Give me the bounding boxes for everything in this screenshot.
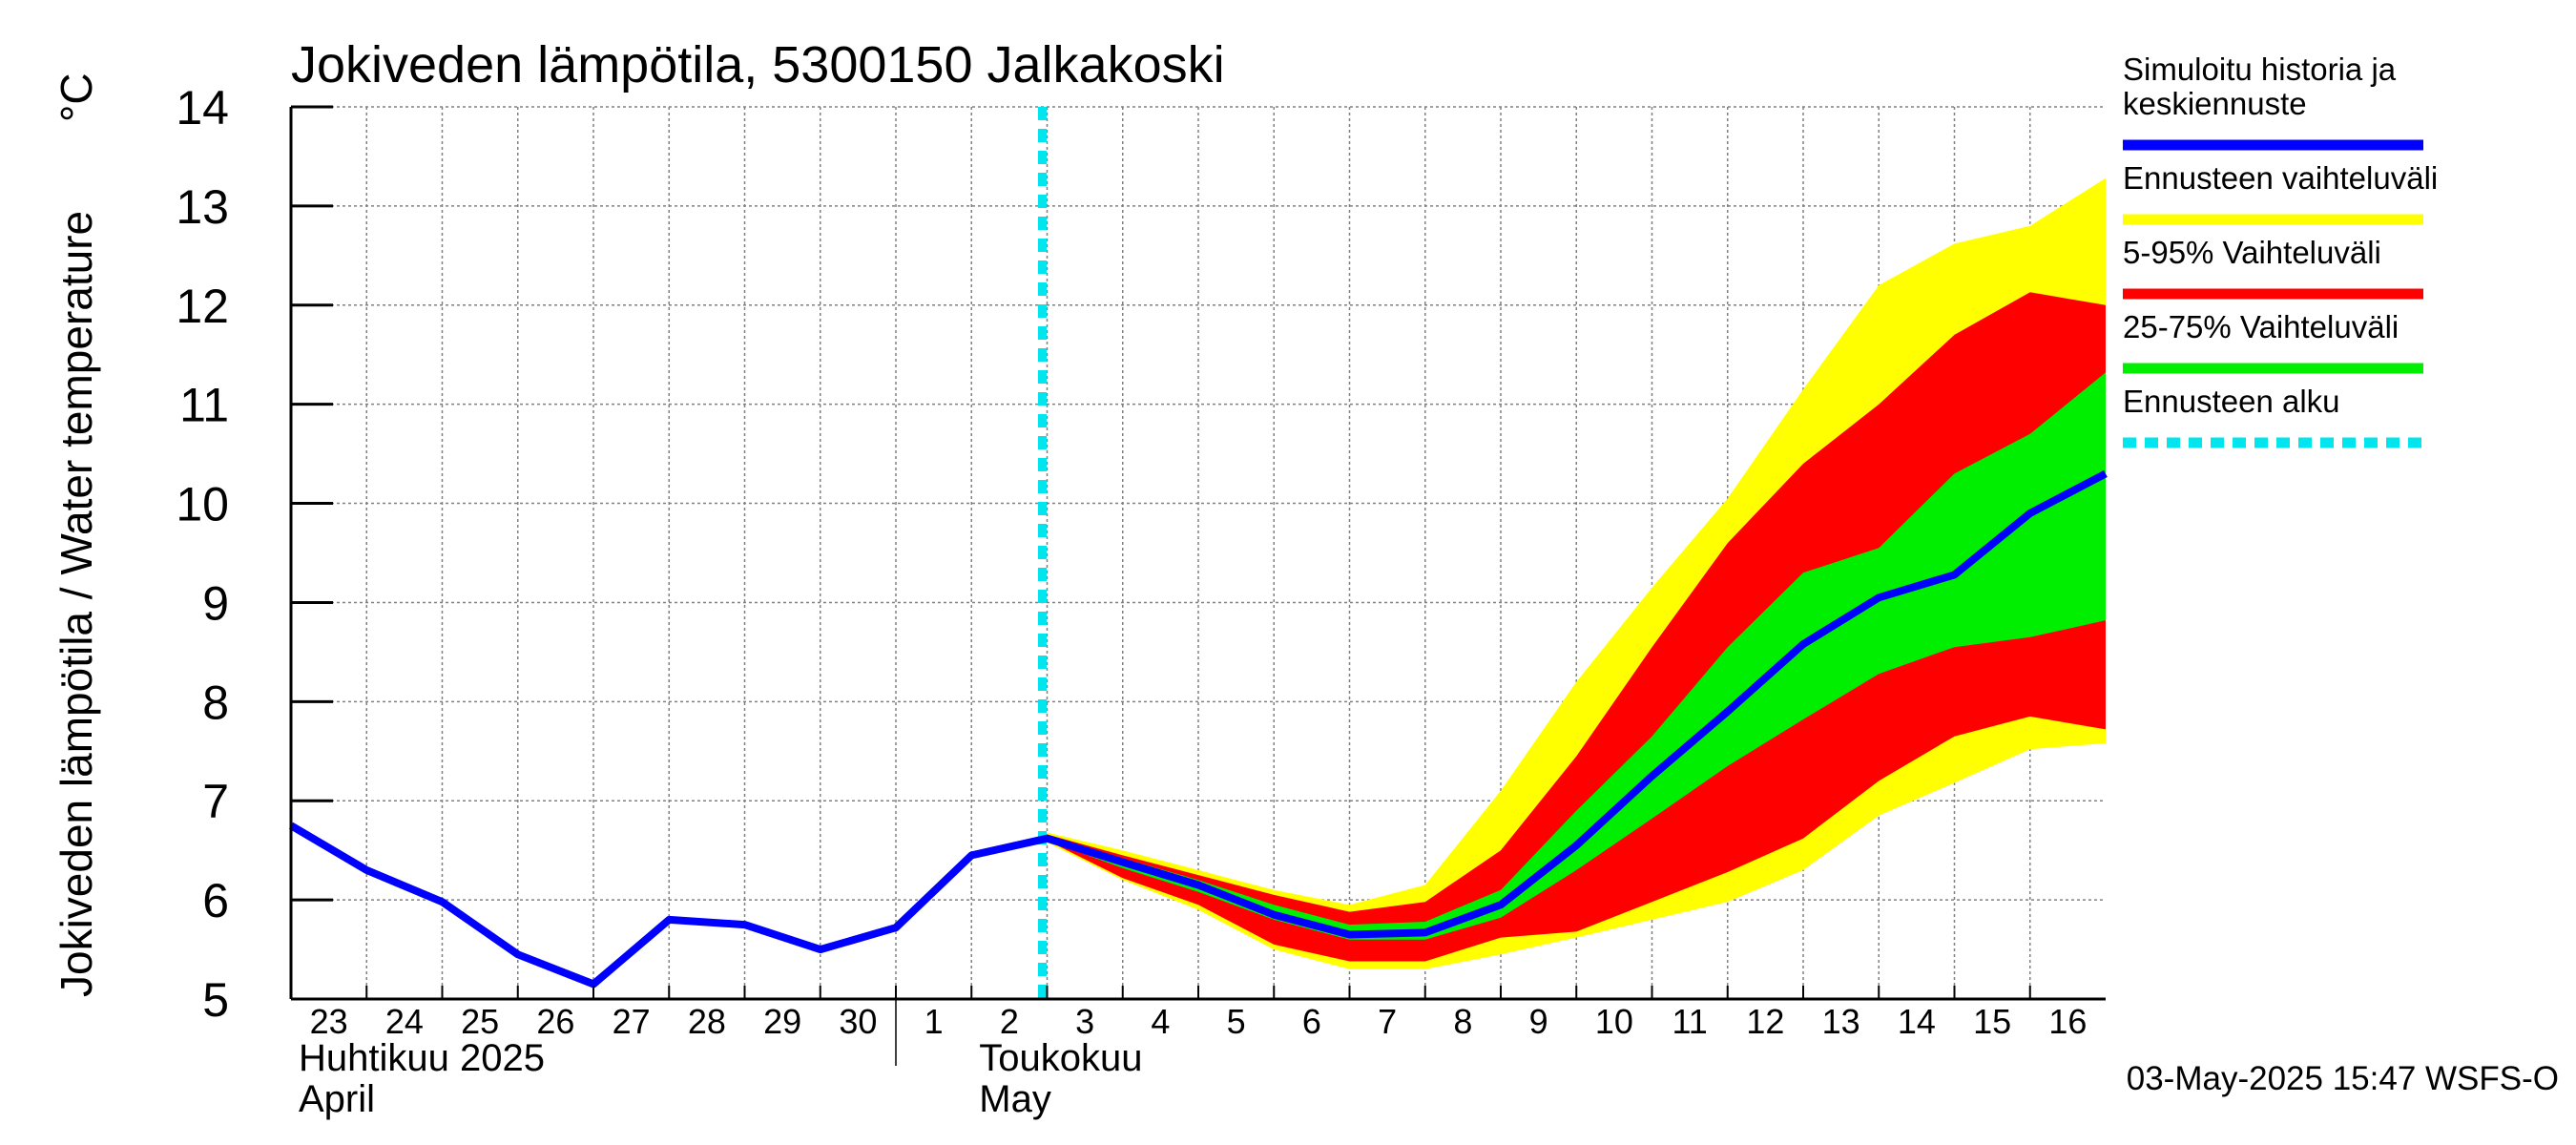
x-tick-label: 26 bbox=[536, 1002, 574, 1041]
chart-title: Jokiveden lämpötila, 5300150 Jalkakoski bbox=[291, 36, 1225, 94]
y-tick-label: 13 bbox=[176, 180, 229, 234]
x-tick-label: 7 bbox=[1378, 1002, 1397, 1041]
x-tick-label: 2 bbox=[1000, 1002, 1019, 1041]
y-tick-label: 6 bbox=[202, 874, 229, 927]
y-tick-label: 10 bbox=[176, 478, 229, 531]
median-group bbox=[288, 469, 2108, 989]
y-tick-label: 12 bbox=[176, 280, 229, 333]
x-tick-label: 16 bbox=[2048, 1002, 2087, 1041]
x-tick-label: 6 bbox=[1302, 1002, 1321, 1041]
y-tick-label: 9 bbox=[202, 576, 229, 630]
x-tick-label: 1 bbox=[924, 1002, 944, 1041]
median-line bbox=[288, 469, 2108, 989]
x-tick-label: 12 bbox=[1746, 1002, 1784, 1041]
x-tick-label: 23 bbox=[310, 1002, 348, 1041]
x-tick-label: 10 bbox=[1595, 1002, 1633, 1041]
x-ticks: 23 24 25 26 27 28 29 30 1 2 3 4 5 6 7 8 9 10 11 12 13 14 15 16 bbox=[290, 986, 2087, 1066]
x-tick-label: 5 bbox=[1227, 1002, 1246, 1041]
x-tick-label: 27 bbox=[613, 1002, 651, 1041]
x-tick-label: 4 bbox=[1151, 1002, 1170, 1041]
month-label: Toukokuu bbox=[979, 1037, 1142, 1079]
x-tick-label: 9 bbox=[1529, 1002, 1548, 1041]
x-tick-label: 29 bbox=[763, 1002, 801, 1041]
month-label-en: May bbox=[979, 1078, 1051, 1120]
x-tick-label: 3 bbox=[1075, 1002, 1094, 1041]
x-tick-label: 11 bbox=[1672, 1002, 1707, 1041]
x-tick-label: 13 bbox=[1822, 1002, 1860, 1041]
x-tick-label: 14 bbox=[1898, 1002, 1936, 1041]
legend-label: Ennusteen vaihteluväli bbox=[2123, 160, 2438, 196]
x-tick-label: 25 bbox=[461, 1002, 499, 1041]
legend-label: 25-75% Vaihteluväli bbox=[2123, 309, 2399, 344]
y-tick-label: 7 bbox=[202, 775, 229, 828]
legend-label: 5-95% Vaihteluväli bbox=[2123, 235, 2381, 270]
month-label-en: April bbox=[299, 1078, 375, 1120]
band-25-75 bbox=[1047, 372, 2106, 940]
y-tick-label: 8 bbox=[202, 676, 229, 729]
x-tick-label: 15 bbox=[1973, 1002, 2011, 1041]
y-tick-label: 5 bbox=[202, 973, 229, 1027]
y-ticks: 5 6 7 8 9 10 11 12 13 14 bbox=[176, 81, 333, 1027]
y-tick-label: 11 bbox=[179, 379, 229, 432]
x-tick-label: 8 bbox=[1453, 1002, 1472, 1041]
footer-timestamp: 03-May-2025 15:47 WSFS-O bbox=[2127, 1060, 2559, 1097]
y-axis-label: Jokiveden lämpötila / Water temperature bbox=[52, 211, 101, 997]
forecast-bands bbox=[1047, 177, 2106, 969]
legend-label: Ennusteen alku bbox=[2123, 384, 2340, 419]
y-axis-unit: °C bbox=[52, 73, 101, 122]
legend-label: Simuloitu historia ja bbox=[2123, 52, 2397, 87]
x-tick-label: 30 bbox=[839, 1002, 877, 1041]
x-tick-label: 28 bbox=[688, 1002, 726, 1041]
month-label: Huhtikuu 2025 bbox=[299, 1037, 545, 1079]
y-tick-label: 14 bbox=[176, 81, 229, 135]
band-5-95 bbox=[1047, 292, 2106, 962]
x-tick-label: 24 bbox=[385, 1002, 424, 1041]
legend-label: keskiennuste bbox=[2123, 86, 2307, 121]
